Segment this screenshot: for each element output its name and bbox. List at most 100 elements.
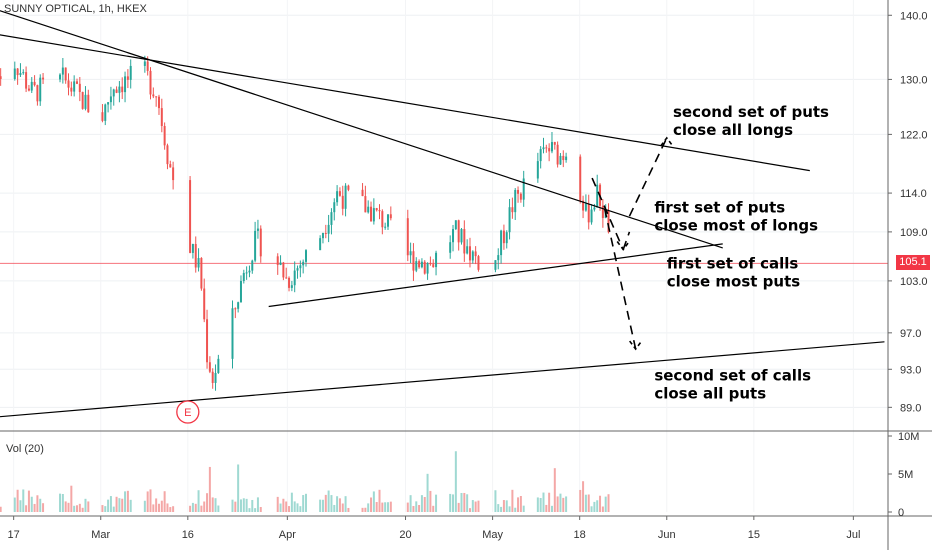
candle-body — [384, 226, 387, 228]
volume-bar — [420, 495, 423, 512]
volume-bar — [426, 473, 429, 512]
volume-bar — [39, 498, 42, 512]
volume-bar — [59, 493, 62, 512]
volume-bar — [305, 493, 307, 512]
candle-body — [200, 258, 203, 289]
candle-body — [502, 230, 505, 244]
time-tick-label: May — [482, 529, 503, 541]
candle-body — [344, 185, 347, 209]
volume-bar — [84, 498, 87, 512]
candle-body — [381, 211, 384, 228]
volume-bar — [101, 505, 104, 512]
candle-body — [64, 67, 67, 81]
volume-bar — [505, 500, 508, 512]
candle-body — [36, 85, 39, 102]
candle-body — [30, 81, 33, 91]
volume-bar — [245, 498, 248, 512]
trendline-long-support — [0, 341, 885, 418]
volume-bar — [25, 505, 28, 512]
volume-bar — [548, 492, 551, 512]
candle-body — [593, 207, 596, 210]
event-marker-label: E — [184, 407, 191, 419]
candle-body — [234, 308, 237, 310]
volume-bar — [254, 508, 257, 512]
candle-body — [256, 228, 259, 231]
trendline-upper-resistance — [0, 34, 810, 172]
candle-body — [429, 263, 432, 265]
volume-bar — [166, 503, 169, 512]
volume-bar — [386, 502, 389, 512]
price-tick-label: 122.0 — [900, 129, 928, 141]
volume-bar — [384, 502, 387, 512]
price-tick-label: 97.0 — [900, 328, 921, 340]
candle-body — [321, 232, 324, 239]
candle-body — [70, 87, 73, 92]
volume-bar — [115, 496, 118, 512]
volume-bar — [172, 506, 175, 512]
candle-body — [296, 268, 299, 271]
event-marker: E — [176, 400, 200, 424]
price-tick-label: 89.0 — [900, 402, 921, 414]
volume-tick-label: 10M — [898, 431, 919, 443]
candle-body — [536, 161, 539, 179]
candle-body — [587, 203, 590, 223]
volume-bar — [457, 502, 460, 512]
volume-bar — [214, 498, 217, 512]
volume-bar — [251, 499, 254, 512]
volume-bar — [157, 503, 160, 512]
volume-bar — [64, 501, 67, 512]
candle-body — [454, 220, 457, 230]
candle-body — [242, 272, 245, 281]
volume-bar — [601, 506, 604, 512]
volume-bar — [0, 506, 2, 512]
candle-body — [191, 244, 194, 253]
candle-body — [338, 191, 341, 196]
candle-body — [254, 230, 257, 261]
volume-bar — [200, 505, 203, 512]
candle-body — [282, 262, 285, 278]
candle-body — [126, 76, 129, 80]
candle-body — [208, 362, 211, 372]
candle-body — [511, 207, 514, 213]
volume-bar — [406, 502, 409, 512]
candle-body — [166, 145, 169, 165]
volume-bar — [341, 503, 344, 512]
volume-bar — [539, 498, 542, 512]
volume-bar — [517, 497, 520, 512]
volume-bar — [302, 495, 305, 512]
dashed-projection — [591, 177, 624, 250]
candle-body — [290, 285, 293, 288]
candle-body — [409, 251, 412, 256]
volume-bar — [118, 498, 121, 512]
volume-bar — [545, 504, 548, 512]
volume-bar — [565, 496, 568, 512]
volume-bar — [460, 493, 463, 512]
volume-bar — [169, 507, 172, 512]
candle-body — [466, 246, 469, 254]
volume-bar — [285, 501, 288, 512]
volume-bar — [276, 496, 279, 512]
volume-bar — [75, 505, 78, 512]
time-tick-label: 17 — [8, 529, 20, 541]
candle-body — [548, 148, 551, 152]
arrow-head — [660, 136, 674, 147]
time-tick-label: 16 — [182, 529, 194, 541]
time-tick-label: Jun — [658, 529, 676, 541]
candle-body — [248, 270, 251, 273]
volume-bar — [239, 499, 242, 512]
volume-bar — [121, 498, 124, 512]
volume-tick-label: 0 — [898, 507, 904, 519]
volume-bar — [338, 498, 341, 512]
volume-bar — [599, 495, 602, 512]
candle-body — [494, 260, 497, 270]
volume-bar — [30, 496, 33, 512]
volume-bar — [112, 506, 115, 512]
volume-bar — [248, 508, 251, 512]
candle-body — [432, 264, 435, 268]
volume-bar — [587, 494, 590, 512]
candle-body — [505, 232, 508, 244]
candle-body — [259, 228, 262, 257]
candle-body — [330, 212, 333, 225]
volume-bar — [519, 496, 522, 512]
